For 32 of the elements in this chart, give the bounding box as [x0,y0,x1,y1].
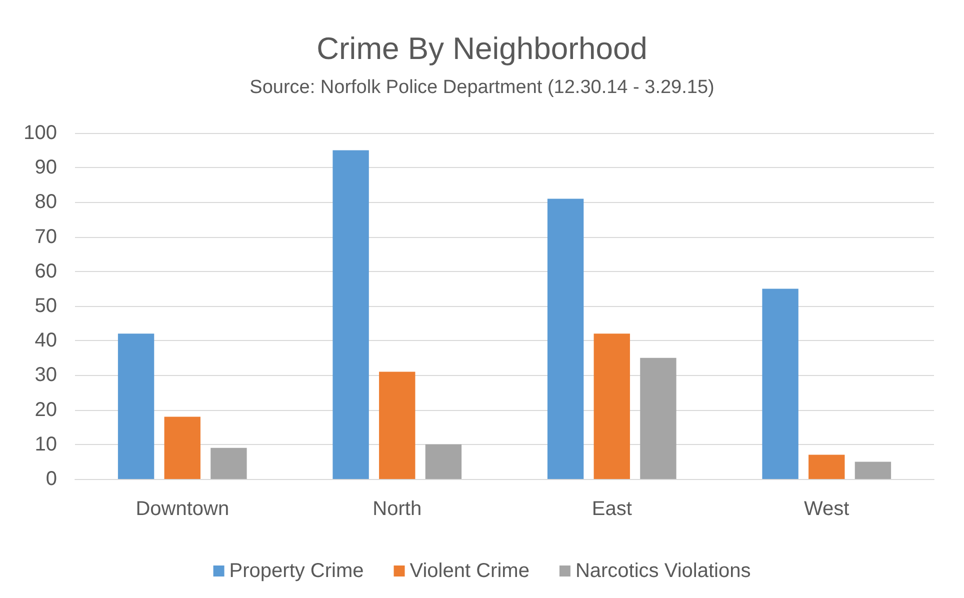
y-tick-label: 70 [34,226,57,248]
chart-subtitle: Source: Norfolk Police Department (12.30.14 - 3.29.15) [250,77,714,98]
legend-label: Violent Crime [410,560,530,582]
y-tick-label: 40 [34,330,57,352]
y-tick-label: 90 [34,156,57,179]
bar [640,358,676,479]
y-tick-label: 30 [34,364,57,386]
x-tick-label: East [592,498,632,520]
y-tick-label: 10 [34,433,57,456]
bar [762,288,798,479]
bar [425,444,462,479]
bar [854,462,892,479]
y-tick-label: 0 [46,468,57,490]
legend-label: Narcotics Violations [575,560,751,582]
y-tick-label: 100 [24,122,57,144]
x-tick-label: West [804,498,850,520]
legend-label: Property Crime [229,560,364,582]
y-tick-label: 60 [34,260,57,282]
bar [210,448,247,479]
x-tick-label: Downtown [136,498,230,520]
bar [332,150,369,479]
bar [379,372,416,479]
bar [118,334,154,479]
y-tick-label: 20 [34,398,57,421]
y-tick-label: 80 [34,191,57,214]
bar [547,198,584,479]
y-tick-label: 50 [34,295,57,317]
chart-title: Crime By Neighborhood [316,31,648,66]
bar [594,334,630,479]
bar [808,454,845,479]
x-tick-label: North [372,498,422,520]
bar [164,416,200,479]
